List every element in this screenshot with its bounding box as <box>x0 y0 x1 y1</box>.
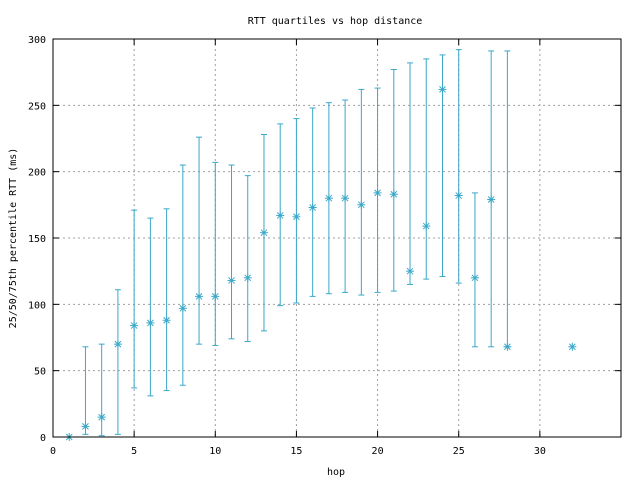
error-bar <box>423 58 430 280</box>
median-point-d2 <box>163 316 170 324</box>
x-tick-label: 0 <box>50 446 56 457</box>
error-bar <box>407 62 414 285</box>
median-point-d2 <box>439 86 446 93</box>
median-point <box>373 188 382 197</box>
chart-title: RTT quartiles vs hop distance <box>248 16 423 27</box>
plot-frame <box>52 38 622 438</box>
median-point <box>389 190 398 199</box>
median-point <box>259 228 268 237</box>
median-point <box>162 316 171 325</box>
median-point-d2 <box>276 212 284 219</box>
median-point <box>406 267 415 276</box>
median-point <box>357 200 366 209</box>
x-tick-label: 30 <box>534 446 546 457</box>
y-tick-label: 200 <box>28 168 46 179</box>
x-tick-label: 10 <box>209 446 221 457</box>
grid <box>53 39 621 437</box>
x-tick-label: 25 <box>453 446 465 457</box>
median-point <box>438 85 447 94</box>
error-bar <box>163 208 170 392</box>
median-point-d2 <box>406 267 414 275</box>
median-point-d2 <box>325 194 333 202</box>
error-bar <box>504 50 511 348</box>
y-tick-label: 150 <box>28 234 46 245</box>
median-point-d2 <box>98 413 106 421</box>
y-tick-label: 250 <box>28 101 46 112</box>
y-tick-label: 50 <box>34 367 46 378</box>
error-bars <box>82 49 511 437</box>
error-bar <box>293 118 300 304</box>
median-point <box>308 203 317 212</box>
median-point <box>276 211 285 220</box>
median-point <box>195 292 204 301</box>
axis-ticks: 0 50 100 150 200 250 300 0 5 10 15 20 25 30 <box>28 35 621 457</box>
median-point-d2 <box>195 293 203 300</box>
median-point-d2 <box>179 304 187 312</box>
median-point-d2 <box>504 343 511 351</box>
error-bar <box>455 49 462 284</box>
median-point <box>470 273 479 282</box>
median-point <box>503 342 512 351</box>
median-point-d2 <box>82 423 89 430</box>
median-point <box>422 222 431 231</box>
error-bar <box>114 289 121 435</box>
error-bar <box>228 164 235 340</box>
median-point <box>454 191 463 200</box>
median-point <box>146 318 155 327</box>
median-point-d2 <box>309 204 317 211</box>
median-point-d2 <box>357 201 365 209</box>
error-bar <box>179 164 186 386</box>
median-point <box>97 413 106 422</box>
median-point <box>81 422 90 431</box>
median-point <box>243 273 252 282</box>
median-point-d2 <box>341 194 349 202</box>
error-bar <box>131 209 138 389</box>
median-point <box>178 304 187 313</box>
median-point-d2 <box>471 274 479 282</box>
median-point <box>568 342 577 351</box>
y-tick-label: 300 <box>28 35 46 46</box>
error-bar <box>196 136 203 345</box>
error-bar <box>82 346 89 435</box>
y-axis-label: 25/50/75th percentile RTT (ms) <box>8 148 19 329</box>
x-tick-label: 5 <box>131 446 137 457</box>
median-point-d2 <box>244 274 252 282</box>
error-bar <box>98 343 105 437</box>
median-point-d2 <box>228 277 235 284</box>
error-bar <box>244 175 251 342</box>
median-point-d2 <box>147 319 154 327</box>
median-point-d2 <box>487 196 495 203</box>
median-point-d2 <box>374 189 381 197</box>
median-point-d2 <box>422 222 430 230</box>
median-point-d2 <box>260 229 268 237</box>
median-point <box>130 321 139 330</box>
median-point-d2 <box>390 190 398 198</box>
x-tick-label: 20 <box>372 446 384 457</box>
median-point <box>211 292 220 301</box>
median-point-d2 <box>455 192 463 199</box>
y-tick-label: 0 <box>40 433 46 444</box>
error-bar <box>212 161 219 346</box>
median-point <box>341 194 350 203</box>
error-bar <box>390 69 397 292</box>
y-tick-label: 100 <box>28 300 46 311</box>
median-point <box>227 276 236 285</box>
median-point <box>113 340 122 349</box>
x-axis-label: hop <box>327 467 345 478</box>
error-bar <box>309 107 316 297</box>
median-point <box>292 212 301 221</box>
median-point-d2 <box>293 213 300 221</box>
median-point <box>324 194 333 203</box>
error-bar <box>471 192 478 348</box>
median-markers <box>65 85 577 441</box>
median-point-d2 <box>130 322 138 329</box>
x-tick-label: 15 <box>290 446 302 457</box>
error-bar <box>358 88 365 296</box>
median-point <box>487 195 496 204</box>
median-point-d2 <box>568 343 576 351</box>
error-bar <box>147 217 154 397</box>
median-point-d2 <box>114 340 122 348</box>
median-point-d2 <box>211 293 219 300</box>
